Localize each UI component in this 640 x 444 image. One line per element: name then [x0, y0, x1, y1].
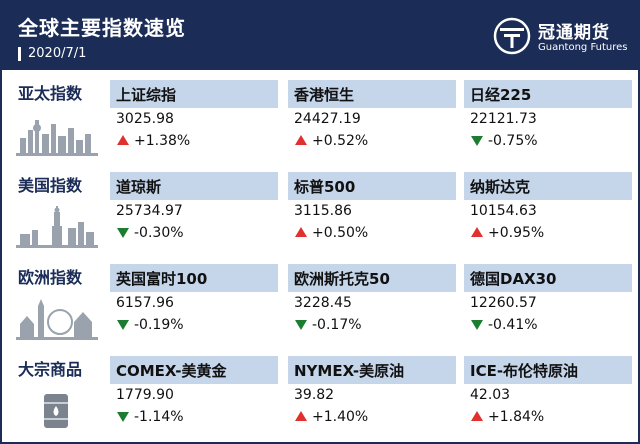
- statue-of-liberty-icon: [16, 204, 98, 248]
- down-arrow-icon: [116, 227, 130, 238]
- index-card[interactable]: 欧洲斯托克50 3228.45 -0.17%: [288, 264, 456, 344]
- index-change: +0.95%: [470, 225, 544, 241]
- index-change: +0.50%: [294, 225, 368, 241]
- index-name: 纳斯达克: [464, 172, 632, 200]
- index-value: 6157.96: [116, 295, 174, 311]
- european-landmarks-icon: [16, 296, 98, 340]
- index-name: 道琼斯: [110, 172, 278, 200]
- row-label: 美国指数: [18, 176, 83, 195]
- up-arrow-icon: [470, 227, 484, 237]
- up-arrow-icon: [294, 411, 308, 421]
- index-value: 42.03: [470, 387, 511, 403]
- oil-barrel-icon: [16, 388, 98, 432]
- change-percent: +1.40%: [312, 409, 369, 425]
- index-card[interactable]: 英国富时100 6157.96 -0.19%: [110, 264, 278, 344]
- index-card[interactable]: 日经225 22121.73 -0.75%: [464, 80, 632, 160]
- index-card[interactable]: ICE-布伦特原油 42.03 +1.84%: [464, 356, 632, 436]
- index-name: ICE-布伦特原油: [464, 356, 632, 384]
- index-name: 香港恒生: [288, 80, 456, 108]
- index-name: COMEX-美黄金: [110, 356, 278, 384]
- row-label: 欧洲指数: [18, 268, 83, 287]
- change-percent: -1.14%: [134, 409, 184, 425]
- index-value: 3228.45: [294, 295, 352, 311]
- index-change: -0.41%: [470, 317, 538, 333]
- index-card[interactable]: COMEX-美黄金 1779.90 -1.14%: [110, 356, 278, 436]
- index-change: -0.19%: [116, 317, 184, 333]
- index-change: +0.52%: [294, 133, 368, 149]
- index-card[interactable]: 纳斯达克 10154.63 +0.95%: [464, 172, 632, 252]
- down-arrow-icon: [294, 319, 308, 330]
- index-change: +1.40%: [294, 409, 368, 425]
- index-value: 10154.63: [470, 203, 537, 219]
- index-value: 3115.86: [294, 203, 352, 219]
- index-name: 欧洲斯托克50: [288, 264, 456, 292]
- index-value: 25734.97: [116, 203, 183, 219]
- index-value: 39.82: [294, 387, 335, 403]
- guantong-logo-icon: [493, 17, 531, 55]
- down-arrow-icon: [116, 319, 130, 330]
- index-card[interactable]: 标普500 3115.86 +0.50%: [288, 172, 456, 252]
- index-change: +1.84%: [470, 409, 544, 425]
- index-change: -0.17%: [294, 317, 362, 333]
- header-bar: 全球主要指数速览 2020/7/1 冠通期货 Guantong Futures: [2, 2, 638, 70]
- change-percent: +0.50%: [312, 225, 369, 241]
- index-name: NYMEX-美原油: [288, 356, 456, 384]
- down-arrow-icon: [470, 319, 484, 330]
- change-percent: -0.75%: [488, 133, 538, 149]
- logo-name-cn: 冠通期货: [538, 23, 610, 43]
- index-name: 标普500: [288, 172, 456, 200]
- change-percent: +1.84%: [488, 409, 545, 425]
- index-value: 1779.90: [116, 387, 174, 403]
- logo-name-en: Guantong Futures: [538, 42, 628, 53]
- index-card[interactable]: 香港恒生 24427.19 +0.52%: [288, 80, 456, 160]
- change-percent: +0.52%: [312, 133, 369, 149]
- down-arrow-icon: [116, 411, 130, 422]
- index-name: 英国富时100: [110, 264, 278, 292]
- index-value: 22121.73: [470, 111, 537, 127]
- index-name: 德国DAX30: [464, 264, 632, 292]
- up-arrow-icon: [294, 135, 308, 145]
- index-change: +1.38%: [116, 133, 190, 149]
- index-card[interactable]: 道琼斯 25734.97 -0.30%: [110, 172, 278, 252]
- brand-logo: 冠通期货 Guantong Futures: [492, 14, 632, 60]
- row-label: 亚太指数: [18, 84, 83, 103]
- index-value: 24427.19: [294, 111, 361, 127]
- report-date: 2020/7/1: [28, 46, 87, 61]
- index-name: 上证综指: [110, 80, 278, 108]
- index-change: -0.75%: [470, 133, 538, 149]
- change-percent: -0.30%: [134, 225, 184, 241]
- change-percent: +1.38%: [134, 133, 191, 149]
- date-marker: [18, 47, 21, 61]
- index-card[interactable]: 德国DAX30 12260.57 -0.41%: [464, 264, 632, 344]
- index-card[interactable]: 上证综指 3025.98 +1.38%: [110, 80, 278, 160]
- change-percent: +0.95%: [488, 225, 545, 241]
- up-arrow-icon: [116, 135, 130, 145]
- index-value: 3025.98: [116, 111, 174, 127]
- down-arrow-icon: [470, 135, 484, 146]
- index-change: -1.14%: [116, 409, 184, 425]
- change-percent: -0.19%: [134, 317, 184, 333]
- change-percent: -0.17%: [312, 317, 362, 333]
- change-percent: -0.41%: [488, 317, 538, 333]
- index-change: -0.30%: [116, 225, 184, 241]
- index-card[interactable]: NYMEX-美原油 39.82 +1.40%: [288, 356, 456, 436]
- up-arrow-icon: [470, 411, 484, 421]
- index-value: 12260.57: [470, 295, 537, 311]
- city-skyline-icon: [16, 112, 98, 156]
- up-arrow-icon: [294, 227, 308, 237]
- index-name: 日经225: [464, 80, 632, 108]
- row-label: 大宗商品: [18, 360, 83, 379]
- page-title: 全球主要指数速览: [18, 16, 186, 40]
